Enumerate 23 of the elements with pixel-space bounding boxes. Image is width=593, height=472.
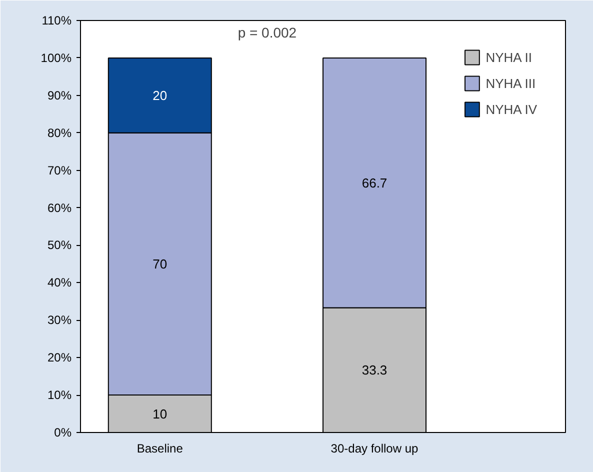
legend-label: NYHA II [486, 50, 532, 64]
data-label: 10 [152, 406, 168, 422]
y-tick-label: 20% [47, 350, 72, 365]
y-tick-label: 100% [40, 50, 72, 65]
x-tick-label: Baseline [136, 442, 184, 456]
y-tick-label: 50% [47, 238, 72, 252]
y-tick-label: 40% [47, 276, 72, 290]
y-tick-label: 30% [47, 313, 72, 328]
y-tick-label: 80% [47, 126, 72, 140]
data-label: 20 [152, 88, 168, 103]
legend-label: NYHA III [486, 76, 536, 90]
data-label: 33.3 [362, 362, 388, 378]
legend-label: NYHA IV [486, 102, 537, 116]
y-tick-label: 60% [47, 200, 72, 215]
data-label: 66.7 [362, 175, 388, 190]
y-tick-label: 110% [42, 14, 72, 28]
y-tick-label: 70% [47, 163, 72, 178]
x-tick-label: 30-day follow up [330, 442, 419, 456]
data-label: 70 [152, 256, 168, 272]
y-tick-label: 90% [47, 88, 72, 102]
y-tick-label: 10% [47, 388, 72, 402]
y-tick-label: 0% [54, 426, 72, 440]
annotation: p = 0.002 [238, 24, 297, 40]
